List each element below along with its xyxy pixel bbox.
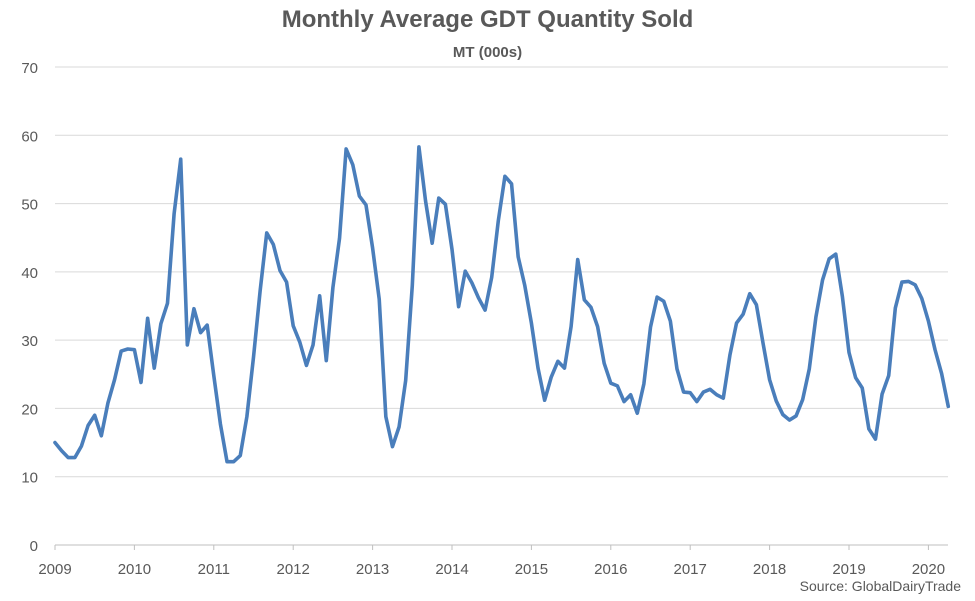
x-tick-label: 2020 (912, 561, 945, 578)
y-tick-label: 70 (21, 60, 38, 77)
x-tick-label: 2009 (38, 561, 71, 578)
y-tick-label: 40 (21, 265, 38, 282)
x-tick-label: 2013 (356, 561, 389, 578)
source-note: Source: GlobalDairyTrade (799, 578, 961, 594)
x-tick-label: 2015 (515, 561, 548, 578)
x-tick-label: 2014 (435, 561, 468, 578)
y-tick-label: 50 (21, 197, 38, 214)
x-tick-label: 2010 (118, 561, 151, 578)
chart-subtitle: MT (000s) (452, 44, 523, 61)
series-line (53, 145, 951, 464)
x-tick-label: 2019 (832, 561, 865, 578)
x-tick-label: 2012 (277, 561, 310, 578)
y-tick-label: 20 (21, 401, 38, 418)
x-tick-label: 2018 (753, 561, 786, 578)
y-tick-label: 10 (21, 470, 38, 487)
chart-title: Monthly Average GDT Quantity Sold (281, 6, 694, 33)
y-tick-label: 60 (21, 128, 38, 145)
y-tick-label: 30 (21, 333, 38, 350)
x-tick-label: 2011 (198, 561, 230, 578)
x-tick-label: 2016 (594, 561, 627, 578)
y-tick-label: 0 (30, 538, 38, 555)
x-tick-label: 2017 (674, 561, 707, 578)
